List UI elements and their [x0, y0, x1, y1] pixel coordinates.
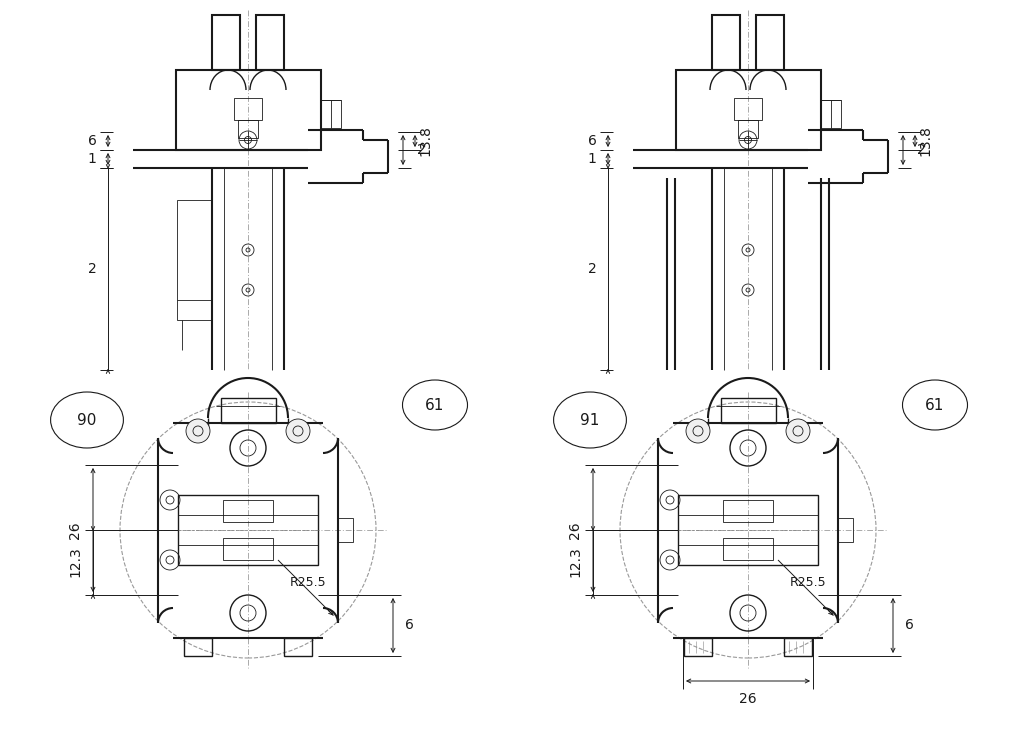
Bar [221, 398, 276, 423]
Bar [256, 15, 284, 70]
Text: 2: 2 [417, 143, 425, 157]
Bar [177, 200, 212, 320]
Bar [723, 500, 773, 522]
Bar [756, 15, 784, 70]
Text: R25.5: R25.5 [290, 576, 327, 589]
Circle shape [686, 419, 710, 443]
Bar [176, 70, 321, 150]
Bar [238, 120, 258, 138]
Ellipse shape [402, 380, 468, 430]
Text: 26: 26 [68, 521, 82, 539]
Text: 61: 61 [926, 397, 945, 413]
Text: 1: 1 [588, 152, 596, 166]
Bar [784, 638, 812, 656]
Bar [338, 518, 353, 542]
Ellipse shape [50, 392, 124, 448]
Bar [223, 538, 273, 560]
Text: 2: 2 [588, 262, 596, 276]
Text: 61: 61 [425, 397, 444, 413]
Text: 12.3: 12.3 [568, 547, 582, 577]
Bar [178, 495, 318, 565]
Bar [212, 15, 240, 70]
Text: 6: 6 [904, 618, 913, 632]
Text: 91: 91 [581, 413, 600, 427]
Bar [284, 638, 312, 656]
Ellipse shape [554, 392, 627, 448]
Bar [684, 638, 712, 656]
Bar [821, 100, 841, 128]
Bar [721, 398, 776, 423]
Circle shape [186, 419, 210, 443]
Bar [738, 120, 758, 138]
Text: 12.3: 12.3 [68, 547, 82, 577]
Bar [184, 638, 212, 656]
Text: 6: 6 [588, 134, 596, 148]
Text: 6: 6 [404, 618, 414, 632]
Text: 13.8: 13.8 [918, 125, 932, 157]
Text: 2: 2 [916, 143, 926, 157]
Text: R25.5: R25.5 [791, 576, 826, 589]
Text: 26: 26 [739, 692, 757, 706]
Bar [838, 518, 853, 542]
Bar [734, 98, 762, 120]
Bar [234, 98, 262, 120]
Ellipse shape [902, 380, 968, 430]
Text: 2: 2 [88, 262, 96, 276]
Bar [321, 100, 341, 128]
Text: 1: 1 [88, 152, 96, 166]
Circle shape [286, 419, 310, 443]
Text: 26: 26 [568, 521, 582, 539]
Text: 6: 6 [88, 134, 96, 148]
Bar [678, 495, 818, 565]
Bar [676, 70, 821, 150]
Text: 13.8: 13.8 [418, 125, 432, 157]
Bar [723, 538, 773, 560]
Text: 90: 90 [78, 413, 96, 427]
Circle shape [786, 419, 810, 443]
Bar [712, 15, 740, 70]
Bar [223, 500, 273, 522]
